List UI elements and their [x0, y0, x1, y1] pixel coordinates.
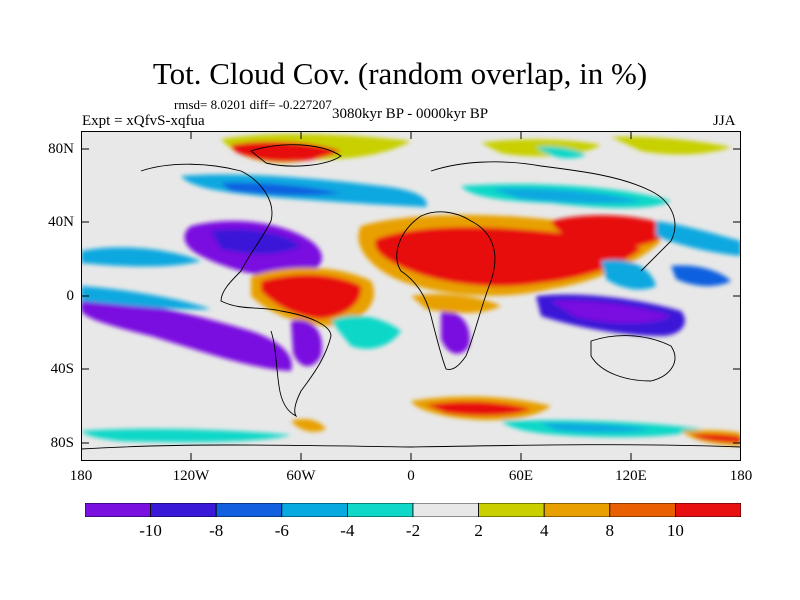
- colorbar-swatch-2: [215, 503, 283, 517]
- colorbar-swatch-1: [150, 503, 217, 517]
- colorbar-label-3: -4: [340, 521, 355, 540]
- anomaly-field: [81, 133, 741, 446]
- season-label: JJA: [713, 113, 736, 129]
- lon-label-120e: 120E: [615, 468, 647, 484]
- lat-label-80n: 80N: [48, 141, 74, 157]
- time-period-label: 3080kyr BP - 0000kyr BP: [331, 106, 489, 122]
- lon-label-180e: 180: [729, 468, 753, 484]
- lat-label-40n: 40N: [48, 214, 74, 230]
- colorbar-label-7: 8: [605, 521, 615, 540]
- lat-label-80s: 80S: [50, 435, 74, 451]
- colorbar-swatch-3: [281, 503, 348, 517]
- colorbar-label-2: -6: [274, 521, 289, 540]
- colorbar-swatch-7: [543, 503, 611, 517]
- colorbar-swatch-9: [675, 503, 741, 517]
- colorbar: [85, 503, 741, 517]
- colorbar-label-1: -8: [209, 521, 224, 540]
- lon-label-0: 0: [407, 468, 415, 484]
- lon-label-60w: 60W: [286, 468, 316, 484]
- tick-marks: [81, 131, 741, 461]
- colorbar-label-4: -2: [405, 521, 421, 540]
- experiment-label: Expt = xQfvS-xqfua: [82, 113, 205, 129]
- colorbar-swatch-0: [85, 503, 151, 517]
- lon-label-120w: 120W: [172, 468, 210, 484]
- lat-label-0: 0: [66, 288, 75, 304]
- colorbar-label-5: 2: [474, 521, 483, 540]
- plot-title: Tot. Cloud Cov. (random overlap, in %): [152, 56, 648, 91]
- lon-label-60e: 60E: [508, 468, 534, 484]
- colorbar-swatch-6: [478, 503, 545, 517]
- colorbar-swatch-8: [609, 503, 676, 517]
- colorbar-swatch-4: [346, 503, 414, 517]
- colorbar-label-0: -10: [139, 521, 162, 540]
- rmsd-diff-stats: rmsd= 8.0201 diff= -0.227207: [174, 97, 332, 112]
- lat-label-40s: 40S: [50, 361, 74, 377]
- colorbar-label-8: 10: [666, 521, 684, 540]
- lon-label-180w: 180: [69, 468, 93, 484]
- colorbar-label-6: 4: [539, 521, 549, 540]
- cloud-cover-anomaly-map: [81, 131, 741, 461]
- colorbar-swatch-5: [412, 503, 479, 517]
- coastlines: [81, 144, 741, 450]
